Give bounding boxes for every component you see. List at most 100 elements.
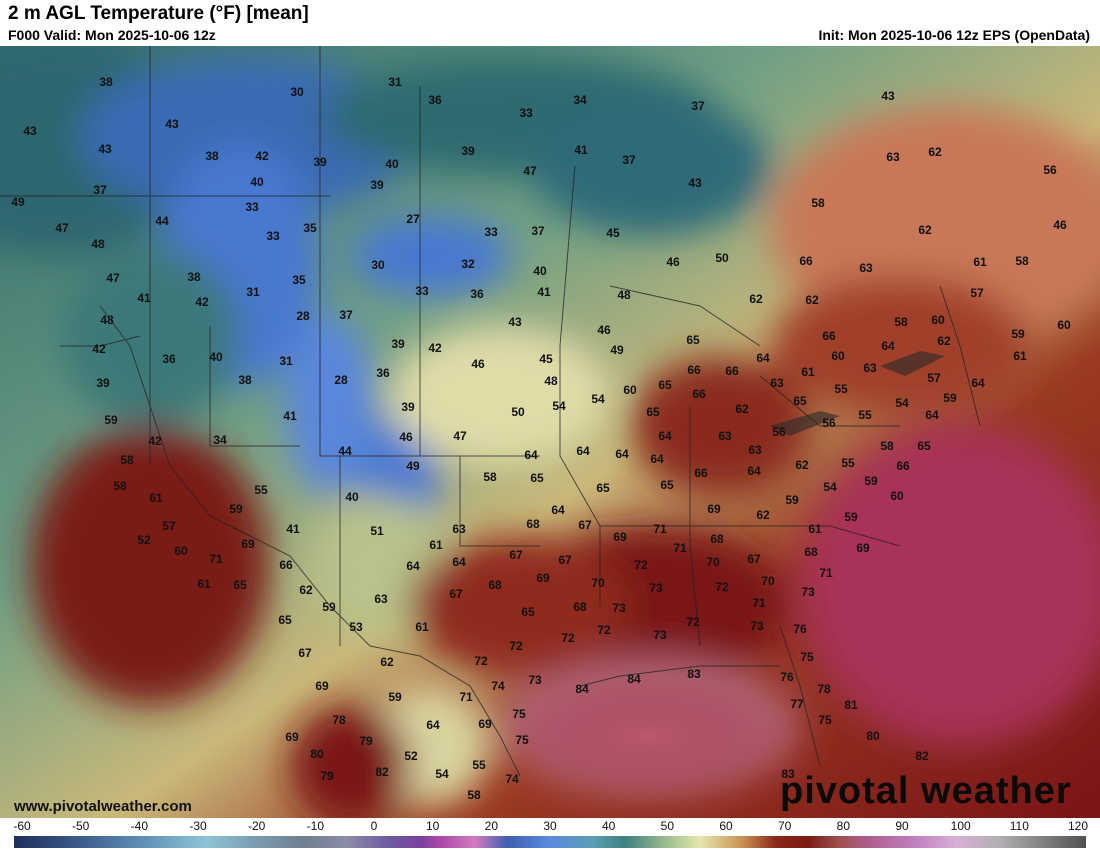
temperature-value: 42	[148, 434, 162, 448]
temperature-field	[0, 46, 1100, 818]
temperature-value: 64	[426, 718, 440, 732]
temperature-value: 67	[578, 518, 592, 532]
brand-logo: pivotal weather	[780, 770, 1072, 812]
temperature-value: 42	[195, 295, 209, 309]
temperature-value: 73	[528, 673, 542, 687]
temperature-value: 61	[808, 522, 822, 536]
temperature-value: 31	[279, 354, 293, 368]
temperature-value: 61	[1013, 349, 1027, 363]
temperature-value: 61	[415, 620, 429, 634]
temperature-value: 39	[313, 155, 327, 169]
temperature-value: 63	[863, 361, 877, 375]
temperature-value: 64	[576, 444, 590, 458]
temperature-value: 55	[834, 382, 848, 396]
temperature-value: 66	[896, 459, 910, 473]
temperature-value: 68	[710, 532, 724, 546]
temperature-value: 43	[165, 117, 179, 131]
temperature-value: 59	[943, 391, 957, 405]
temperature-value: 63	[718, 429, 732, 443]
temperature-value: 63	[374, 592, 388, 606]
temperature-value: 81	[844, 698, 858, 712]
scale-tick: -50	[71, 819, 90, 833]
temperature-value: 31	[246, 285, 260, 299]
temperature-value: 37	[339, 308, 353, 322]
temperature-value: 43	[688, 176, 702, 190]
temperature-value: 65	[521, 605, 535, 619]
temperature-value: 43	[23, 124, 37, 138]
temperature-value: 65	[233, 578, 247, 592]
temperature-value: 40	[250, 175, 264, 189]
temperature-value: 57	[162, 519, 176, 533]
temperature-value: 64	[925, 408, 939, 422]
temperature-value: 66	[279, 558, 293, 572]
temperature-value: 64	[452, 555, 466, 569]
temperature-value: 65	[793, 394, 807, 408]
temperature-value: 47	[453, 429, 467, 443]
temperature-value: 34	[573, 93, 587, 107]
temperature-value: 38	[205, 149, 219, 163]
temperature-value: 61	[429, 538, 443, 552]
scale-tick: 20	[484, 819, 499, 833]
temperature-value: 64	[650, 452, 664, 466]
temperature-value: 68	[573, 600, 587, 614]
temperature-value: 77	[790, 697, 804, 711]
temperature-value: 44	[155, 214, 169, 228]
temperature-value: 59	[229, 502, 243, 516]
temperature-value: 59	[322, 600, 336, 614]
temperature-value: 41	[286, 522, 300, 536]
temperature-value: 75	[818, 713, 832, 727]
scale-tick: 90	[895, 819, 909, 833]
temperature-value: 71	[673, 541, 687, 555]
scale-tick: 10	[425, 819, 440, 833]
temperature-value: 65	[658, 378, 672, 392]
temperature-value: 70	[591, 576, 605, 590]
temperature-value: 36	[428, 93, 442, 107]
scale-tick: 70	[777, 819, 792, 833]
temperature-value: 69	[536, 571, 550, 585]
scale-tick: 0	[370, 819, 378, 833]
scale-tick: 50	[660, 819, 675, 833]
scale-tick: 40	[601, 819, 616, 833]
temperature-value: 66	[687, 363, 701, 377]
scale-tick: 60	[719, 819, 733, 833]
temperature-value: 82	[375, 765, 389, 779]
temperature-value: 59	[844, 510, 858, 524]
temperature-value: 47	[55, 221, 69, 235]
temperature-value: 78	[332, 713, 346, 727]
temperature-value: 66	[692, 387, 706, 401]
temperature-value: 48	[91, 237, 105, 251]
temperature-value: 41	[537, 285, 551, 299]
scale-tick: -10	[306, 819, 324, 833]
temperature-value: 60	[1057, 318, 1071, 332]
temperature-value: 36	[470, 287, 484, 301]
temperature-value: 61	[973, 255, 987, 269]
temperature-value: 52	[137, 533, 151, 547]
temperature-value: 62	[795, 458, 809, 472]
temperature-value: 62	[805, 293, 819, 307]
temperature-value: 62	[937, 334, 951, 348]
temperature-value: 73	[750, 619, 764, 633]
temperature-map[interactable]: 38 30 31 36 34 37 43 43 43 33 39 41 37 43 38 42 39 40 47 63…	[0, 46, 1100, 818]
temperature-value: 68	[804, 545, 818, 559]
temperature-value: 39	[461, 144, 475, 158]
temperature-value: 69	[315, 679, 329, 693]
temperature-value: 35	[292, 273, 306, 287]
temperature-value: 60	[931, 313, 945, 327]
temperature-value: 40	[209, 350, 223, 364]
scale-tick: 30	[543, 819, 557, 833]
temperature-value: 61	[801, 365, 815, 379]
temperature-value: 69	[285, 730, 299, 744]
temperature-value: 65	[686, 333, 700, 347]
temperature-value: 64	[747, 464, 761, 478]
temperature-value: 62	[749, 292, 763, 306]
temperature-value: 67	[449, 587, 463, 601]
temperature-value: 74	[491, 679, 505, 693]
temperature-value: 69	[241, 537, 255, 551]
temperature-value: 59	[785, 493, 799, 507]
temperature-value: 67	[298, 646, 312, 660]
temperature-value: 64	[881, 339, 895, 353]
temperature-value: 64	[524, 448, 538, 462]
temperature-value: 68	[488, 578, 502, 592]
temperature-value: 58	[811, 196, 825, 210]
site-watermark: www.pivotalweather.com	[14, 798, 192, 815]
